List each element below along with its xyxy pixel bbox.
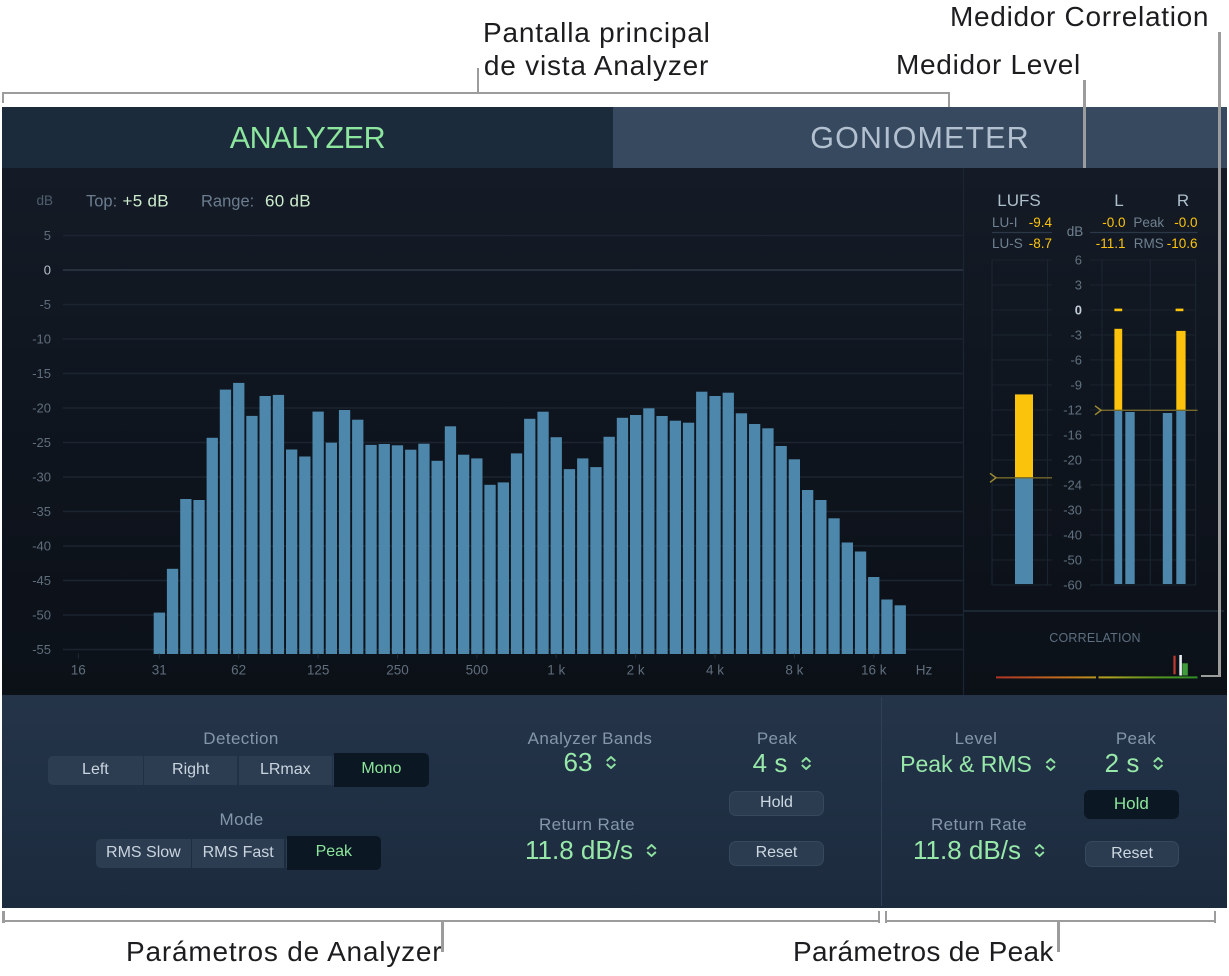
svg-text:-20: -20 — [32, 401, 51, 416]
svg-text:1 k: 1 k — [547, 663, 565, 678]
svg-text:-16: -16 — [1063, 427, 1082, 442]
svg-text:3: 3 — [1075, 277, 1082, 292]
svg-text:62: 62 — [231, 663, 246, 678]
svg-text:31: 31 — [152, 663, 167, 678]
svg-text:-0.0: -0.0 — [1174, 215, 1197, 230]
svg-text:5: 5 — [44, 228, 51, 243]
svg-text:-45: -45 — [32, 573, 51, 588]
svg-text:+5 dB: +5 dB — [123, 192, 169, 211]
svg-text:-8.7: -8.7 — [1029, 236, 1052, 251]
svg-text:-30: -30 — [1063, 502, 1082, 517]
svg-text:dB: dB — [37, 193, 54, 208]
svg-text:250: 250 — [386, 663, 409, 678]
svg-text:125: 125 — [307, 663, 330, 678]
svg-text:-25: -25 — [32, 435, 51, 450]
svg-text:8 k: 8 k — [785, 663, 803, 678]
svg-text:-10.6: -10.6 — [1167, 236, 1198, 251]
svg-text:-35: -35 — [32, 504, 51, 519]
svg-text:-60: -60 — [1063, 577, 1082, 592]
svg-text:-9.4: -9.4 — [1029, 215, 1053, 230]
svg-text:-9: -9 — [1070, 377, 1082, 392]
svg-text:-50: -50 — [1063, 552, 1082, 567]
svg-text:-55: -55 — [32, 642, 51, 657]
svg-text:-50: -50 — [32, 608, 51, 623]
svg-text:dB: dB — [1067, 224, 1084, 239]
svg-text:6: 6 — [1075, 252, 1082, 267]
svg-text:4 k: 4 k — [706, 663, 724, 678]
svg-text:-15: -15 — [32, 366, 51, 381]
svg-text:-0.0: -0.0 — [1102, 215, 1125, 230]
svg-text:R: R — [1177, 191, 1189, 210]
svg-text:-30: -30 — [32, 470, 51, 485]
svg-text:Range:: Range: — [201, 193, 254, 211]
svg-text:-10: -10 — [32, 332, 51, 347]
svg-text:RMS: RMS — [1134, 236, 1164, 251]
svg-text:-20: -20 — [1063, 452, 1082, 467]
svg-text:-24: -24 — [1063, 477, 1082, 492]
svg-text:-40: -40 — [1063, 527, 1082, 542]
svg-text:2 k: 2 k — [627, 663, 645, 678]
svg-text:LU-I: LU-I — [992, 215, 1018, 230]
svg-text:-12: -12 — [1063, 402, 1082, 417]
svg-text:16: 16 — [71, 663, 86, 678]
svg-text:CORRELATION: CORRELATION — [1049, 631, 1141, 645]
svg-text:Peak: Peak — [1133, 215, 1164, 230]
svg-text:0: 0 — [44, 263, 51, 278]
svg-text:0: 0 — [1075, 302, 1082, 317]
svg-text:Top:: Top: — [86, 193, 117, 211]
svg-text:-6: -6 — [1070, 352, 1082, 367]
svg-text:LU-S: LU-S — [992, 236, 1023, 251]
svg-text:LUFS: LUFS — [997, 191, 1040, 210]
svg-text:16 k: 16 k — [861, 663, 887, 678]
svg-text:500: 500 — [466, 663, 489, 678]
svg-text:-40: -40 — [32, 539, 51, 554]
svg-text:Hz: Hz — [916, 663, 933, 678]
svg-text:L: L — [1114, 191, 1123, 210]
svg-text:-11.1: -11.1 — [1096, 236, 1126, 251]
svg-text:-5: -5 — [39, 297, 51, 312]
svg-text:-3: -3 — [1070, 327, 1082, 342]
svg-text:60 dB: 60 dB — [265, 192, 311, 211]
